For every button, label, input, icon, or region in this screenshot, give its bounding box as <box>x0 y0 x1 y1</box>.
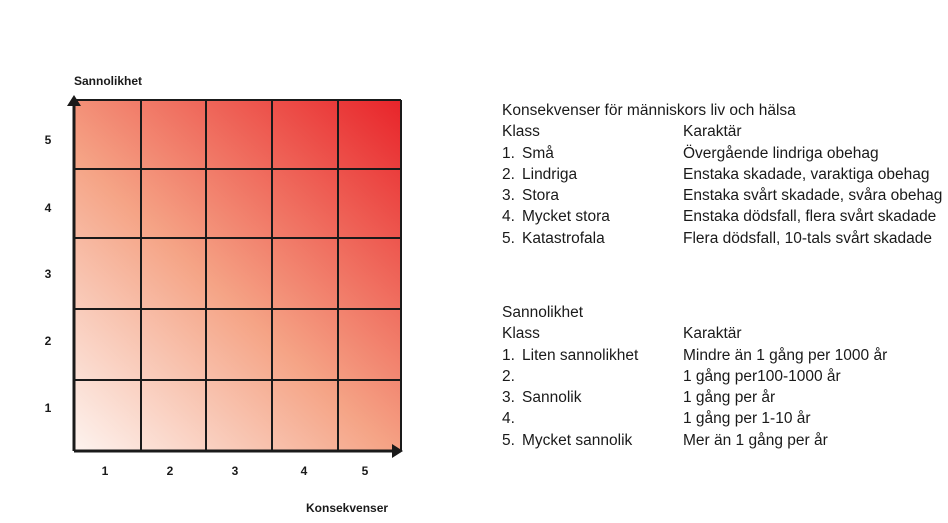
class-character: Enstaka svårt skadade, svåra obehag <box>683 187 943 205</box>
class-character: Flera dödsfall, 10-tals svårt skadade <box>683 229 932 247</box>
probability-legend-title: Sannolikhet <box>502 304 584 321</box>
x-tick-label: 4 <box>300 464 308 478</box>
y-axis-title: Sannolikhet <box>74 74 143 88</box>
class-number: 4. <box>502 410 515 428</box>
x-tick-label: 1 <box>101 464 109 478</box>
probability-legend: Sannolikhet Klass Karaktär 1. Liten sanno… <box>502 302 887 451</box>
class-column-header: Klass <box>502 325 540 343</box>
class-number: 5. <box>502 229 515 247</box>
character-column-header: Karaktär <box>683 325 742 343</box>
class-character: Övergående lindriga obehag <box>683 144 879 162</box>
x-axis-title: Konsekvenser <box>306 501 389 515</box>
legend-row: 2. 1 gång per100-1000 år <box>502 366 887 387</box>
class-number: 2. <box>502 165 515 183</box>
class-label: Katastrofala <box>522 229 605 247</box>
legend-row: 3. Sannolik 1 gång per år <box>502 387 887 408</box>
legend-row: 4. Mycket stora Enstaka dödsfall, flera s… <box>502 206 942 227</box>
y-tick-label: 5 <box>44 133 52 147</box>
risk-matrix-gradient <box>74 100 401 451</box>
y-tick-label: 2 <box>44 334 52 348</box>
legend-row: 1. Små Övergående lindriga obehag <box>502 143 942 164</box>
x-axis-arrow-icon <box>392 444 403 458</box>
legend-header-row: Klass Karaktär <box>502 323 887 344</box>
class-number: 3. <box>502 187 515 205</box>
legend-row: 1. Liten sannolikhet Mindre än 1 gång per… <box>502 345 887 366</box>
class-column-header: Klass <box>502 123 540 141</box>
class-label: Stora <box>522 187 560 205</box>
class-number: 4. <box>502 208 515 226</box>
class-character: 1 gång per 1-10 år <box>683 410 811 428</box>
class-number: 1. <box>502 144 515 162</box>
character-column-header: Karaktär <box>683 123 742 141</box>
class-label: Små <box>522 144 554 162</box>
class-number: 3. <box>502 389 515 407</box>
y-axis-arrow-icon <box>67 95 81 106</box>
class-label: Mycket stora <box>522 208 610 226</box>
x-tick-label: 3 <box>231 464 239 478</box>
class-character: 1 gång per år <box>683 389 776 407</box>
class-number: 2. <box>502 367 515 385</box>
legend-row: 5. Mycket sannolik Mer än 1 gång per år <box>502 430 887 451</box>
class-character: Enstaka skadade, varaktiga obehag <box>683 165 930 183</box>
legend-row: 2. Lindriga Enstaka skadade, varaktiga ob… <box>502 164 942 185</box>
legend-row: 5. Katastrofala Flera dödsfall, 10-tals s… <box>502 228 942 249</box>
legend-row: 4. 1 gång per 1-10 år <box>502 408 887 429</box>
class-character: Mer än 1 gång per år <box>683 431 828 449</box>
y-tick-label: 1 <box>44 401 52 415</box>
legend-row: 3. Stora Enstaka svårt skadade, svåra obe… <box>502 185 942 206</box>
y-tick-label: 3 <box>44 267 52 281</box>
class-label: Mycket sannolik <box>522 431 633 449</box>
matrix-grid <box>74 99 402 451</box>
x-tick-label: 5 <box>361 464 369 478</box>
class-character: Mindre än 1 gång per 1000 år <box>683 346 888 364</box>
class-character: Enstaka dödsfall, flera svårt skadade <box>683 208 937 226</box>
class-label: Liten sannolikhet <box>522 346 639 364</box>
class-label: Sannolik <box>522 389 582 407</box>
consequence-legend-title: Konsekvenser för människors liv och häls… <box>502 102 796 119</box>
legend-header-row: Klass Karaktär <box>502 121 942 142</box>
y-tick-label: 4 <box>44 201 52 215</box>
x-tick-label: 2 <box>166 464 174 478</box>
class-label: Lindriga <box>522 165 578 183</box>
consequence-legend: Konsekvenser för människors liv och häls… <box>502 100 942 249</box>
class-character: 1 gång per100-1000 år <box>683 367 841 385</box>
class-number: 1. <box>502 346 515 364</box>
class-number: 5. <box>502 431 515 449</box>
